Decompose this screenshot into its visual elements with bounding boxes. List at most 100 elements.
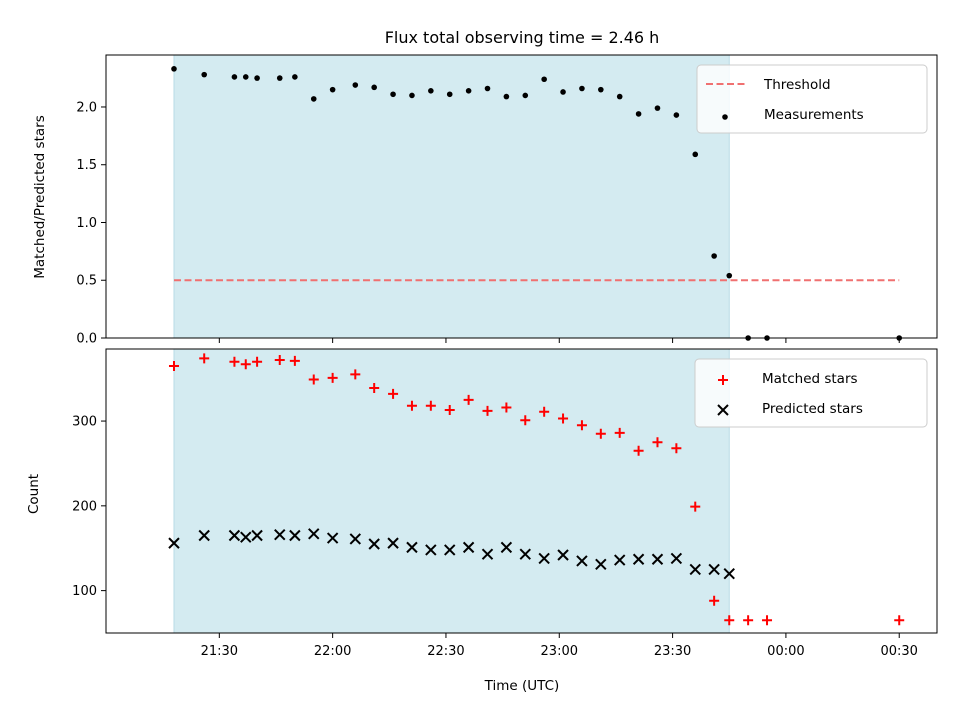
data-point bbox=[576, 555, 588, 567]
data-point bbox=[369, 382, 380, 393]
data-point bbox=[406, 400, 417, 411]
data-point bbox=[168, 537, 180, 549]
data-point bbox=[709, 595, 720, 606]
data-point bbox=[519, 548, 531, 560]
data-point bbox=[240, 531, 252, 543]
data-point bbox=[231, 74, 238, 80]
legend-label: Matched stars bbox=[762, 371, 858, 387]
data-point bbox=[762, 615, 773, 626]
data-point bbox=[500, 541, 513, 554]
data-point bbox=[463, 394, 474, 405]
data-point bbox=[199, 353, 210, 364]
data-point bbox=[387, 537, 399, 549]
data-point bbox=[670, 552, 683, 565]
y-tick-label: 1.0 bbox=[76, 216, 97, 231]
data-point bbox=[708, 563, 720, 576]
data-point bbox=[289, 355, 300, 366]
series-predicted-stars bbox=[168, 528, 735, 580]
legend-label: Predicted stars bbox=[762, 401, 863, 417]
legend-label: Threshold bbox=[763, 77, 831, 93]
x-tick-label: 21:30 bbox=[201, 644, 238, 659]
data-point bbox=[726, 272, 733, 279]
data-point bbox=[462, 541, 475, 554]
data-point bbox=[349, 533, 362, 545]
data-point bbox=[654, 105, 661, 111]
data-point bbox=[428, 88, 434, 94]
data-point bbox=[558, 413, 569, 424]
data-point bbox=[522, 92, 529, 99]
legend-box bbox=[696, 64, 928, 134]
data-point bbox=[560, 89, 566, 95]
counts-panel: 100 200 300 21:30 22:00 22:30 23:00 23:30 00:00 0… bbox=[72, 348, 938, 659]
y-tick-label: 300 bbox=[72, 415, 97, 430]
y-tick-label: 200 bbox=[72, 499, 97, 514]
data-point bbox=[292, 74, 298, 80]
data-point bbox=[228, 529, 241, 542]
y-tick-label: 0.5 bbox=[76, 274, 97, 289]
data-point bbox=[595, 428, 606, 439]
data-point bbox=[310, 96, 317, 102]
data-point bbox=[724, 615, 735, 626]
data-point bbox=[201, 71, 208, 78]
data-point bbox=[390, 91, 396, 98]
data-point bbox=[198, 529, 210, 542]
data-point bbox=[289, 529, 301, 542]
data-point bbox=[520, 415, 531, 426]
data-point bbox=[308, 528, 320, 540]
data-point bbox=[692, 151, 699, 158]
data-point bbox=[576, 420, 587, 431]
data-point bbox=[539, 406, 550, 417]
data-point bbox=[274, 528, 286, 541]
ratio-panel: 0.0 0.5 1.0 1.5 2.0 Threshold Measurements bbox=[76, 54, 938, 347]
data-point bbox=[673, 112, 680, 118]
data-point bbox=[371, 84, 377, 91]
data-point bbox=[168, 360, 179, 371]
data-point bbox=[743, 615, 754, 626]
data-point bbox=[444, 405, 455, 416]
data-point bbox=[632, 553, 645, 565]
data-point bbox=[616, 93, 623, 100]
data-point bbox=[465, 88, 472, 94]
data-point bbox=[327, 372, 338, 383]
x-tick-label: 23:00 bbox=[541, 644, 578, 659]
data-point bbox=[252, 356, 263, 367]
data-point bbox=[579, 85, 585, 92]
data-point bbox=[614, 427, 625, 438]
data-point bbox=[671, 443, 682, 454]
data-point bbox=[276, 75, 283, 81]
observing-span-ratio bbox=[173, 54, 730, 339]
data-point bbox=[326, 532, 339, 544]
data-point bbox=[484, 85, 491, 92]
data-point bbox=[240, 359, 251, 370]
legend-box bbox=[694, 358, 928, 428]
count-y-axis-label: Count bbox=[26, 474, 42, 514]
data-point bbox=[503, 93, 510, 100]
axes-frame-counts bbox=[105, 348, 938, 634]
data-point bbox=[557, 549, 569, 561]
data-point bbox=[651, 553, 664, 565]
data-point bbox=[254, 75, 260, 81]
data-point bbox=[251, 529, 263, 542]
data-point bbox=[242, 74, 249, 80]
axes-frame-ratio bbox=[105, 54, 938, 339]
x-tick-label: 00:30 bbox=[880, 644, 917, 659]
data-point bbox=[598, 86, 604, 93]
data-point bbox=[723, 567, 735, 580]
x-tick-label: 23:30 bbox=[654, 644, 691, 659]
data-point bbox=[329, 86, 336, 93]
data-point bbox=[595, 558, 607, 571]
data-point bbox=[388, 388, 399, 399]
y-tick-label: 2.0 bbox=[76, 100, 97, 115]
data-point bbox=[501, 402, 512, 413]
y-tick-label: 1.5 bbox=[76, 158, 97, 173]
data-point bbox=[409, 92, 415, 99]
data-point bbox=[538, 552, 550, 565]
series-measurements bbox=[171, 66, 903, 341]
data-point bbox=[894, 615, 905, 626]
series-matched-stars bbox=[168, 353, 905, 626]
data-point bbox=[444, 544, 456, 556]
legend-label: Measurements bbox=[764, 107, 864, 123]
data-point bbox=[482, 405, 493, 416]
x-tick-label: 00:00 bbox=[767, 644, 804, 659]
